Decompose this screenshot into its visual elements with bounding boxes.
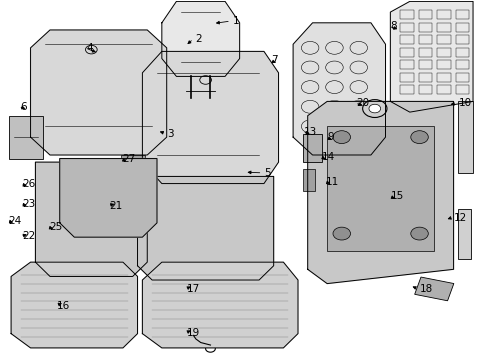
Bar xyxy=(302,169,314,191)
Text: 18: 18 xyxy=(419,284,432,294)
Polygon shape xyxy=(60,158,157,237)
Text: 13: 13 xyxy=(303,127,316,137)
Bar xyxy=(418,10,431,19)
Text: 9: 9 xyxy=(326,132,333,142)
Text: 14: 14 xyxy=(322,152,335,162)
Bar xyxy=(455,23,468,32)
Polygon shape xyxy=(162,1,239,76)
Circle shape xyxy=(410,227,427,240)
Bar xyxy=(399,73,413,82)
Bar xyxy=(455,60,468,69)
Bar xyxy=(399,85,413,94)
Circle shape xyxy=(332,131,350,144)
Bar xyxy=(9,116,42,158)
Bar xyxy=(326,126,433,251)
Text: 19: 19 xyxy=(187,328,200,338)
Bar xyxy=(458,102,472,173)
Text: 3: 3 xyxy=(166,129,173,139)
Bar xyxy=(418,85,431,94)
Bar xyxy=(436,85,450,94)
Text: 15: 15 xyxy=(389,191,403,201)
Bar xyxy=(455,10,468,19)
Circle shape xyxy=(368,104,380,113)
Text: 1: 1 xyxy=(232,16,239,26)
Text: 26: 26 xyxy=(22,179,35,189)
Bar xyxy=(436,73,450,82)
Bar xyxy=(399,10,413,19)
Text: 23: 23 xyxy=(22,199,35,209)
Bar xyxy=(399,35,413,44)
Text: 11: 11 xyxy=(325,177,339,187)
Bar xyxy=(436,60,450,69)
Polygon shape xyxy=(307,102,453,284)
Text: 24: 24 xyxy=(9,216,22,226)
Polygon shape xyxy=(11,262,137,348)
Polygon shape xyxy=(35,162,147,276)
Text: 10: 10 xyxy=(458,98,470,108)
Bar xyxy=(399,48,413,57)
Polygon shape xyxy=(142,262,297,348)
Polygon shape xyxy=(142,51,278,184)
Bar xyxy=(188,88,203,96)
Bar xyxy=(399,23,413,32)
Circle shape xyxy=(362,100,386,117)
Text: 7: 7 xyxy=(271,55,277,65)
Circle shape xyxy=(332,227,350,240)
Polygon shape xyxy=(292,23,385,155)
Circle shape xyxy=(410,131,427,144)
Bar xyxy=(455,85,468,94)
Text: 6: 6 xyxy=(20,102,26,112)
Text: 2: 2 xyxy=(195,34,201,44)
Bar xyxy=(120,155,144,164)
Bar xyxy=(455,35,468,44)
Text: 20: 20 xyxy=(356,98,369,108)
Text: 25: 25 xyxy=(49,222,62,232)
Text: 8: 8 xyxy=(389,21,396,31)
Polygon shape xyxy=(389,1,472,112)
Bar xyxy=(455,48,468,57)
Bar xyxy=(436,23,450,32)
Bar xyxy=(418,23,431,32)
Text: 22: 22 xyxy=(22,231,35,242)
Bar xyxy=(302,134,322,162)
Text: 16: 16 xyxy=(57,301,70,311)
Text: 12: 12 xyxy=(453,212,466,222)
Bar xyxy=(436,48,450,57)
Circle shape xyxy=(99,185,122,203)
Text: 4: 4 xyxy=(86,43,93,53)
Bar xyxy=(455,73,468,82)
Bar xyxy=(414,277,453,301)
Bar xyxy=(436,35,450,44)
Bar xyxy=(418,48,431,57)
Bar xyxy=(458,208,469,258)
Polygon shape xyxy=(137,176,273,280)
Text: 5: 5 xyxy=(264,168,270,178)
Bar xyxy=(418,73,431,82)
Bar xyxy=(418,35,431,44)
Polygon shape xyxy=(30,30,166,155)
Text: 21: 21 xyxy=(109,201,122,211)
Text: 27: 27 xyxy=(122,154,135,163)
Bar xyxy=(436,10,450,19)
Bar xyxy=(418,60,431,69)
Text: 17: 17 xyxy=(187,284,200,294)
Bar xyxy=(399,60,413,69)
